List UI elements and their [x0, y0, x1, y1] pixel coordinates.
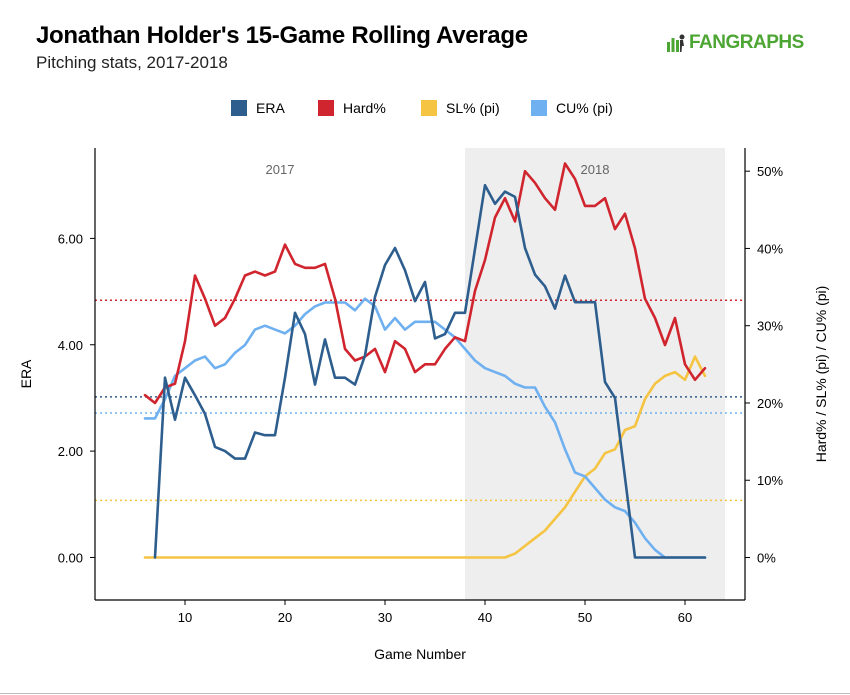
y2-axis-title: Hard% / SL% (pi) / CU% (pi): [813, 286, 829, 463]
x-axis-title: Game Number: [374, 646, 466, 662]
season-shade-2018: [465, 148, 725, 600]
x-tick-label: 60: [678, 610, 692, 625]
y-tick-label: 4.00: [58, 338, 83, 353]
fangraphs-logo-icon: [667, 34, 685, 52]
y2-tick-label: 40%: [757, 241, 783, 256]
x-tick-label: 10: [178, 610, 192, 625]
legend-label-sl: SL% (pi): [446, 100, 500, 116]
chart-title: Jonathan Holder's 15-Game Rolling Averag…: [36, 22, 528, 49]
season-label-2018: 2018: [581, 162, 610, 177]
legend-label-era: ERA: [256, 100, 285, 116]
legend-swatch-sl: [421, 100, 437, 116]
legend-swatch-cu: [531, 100, 547, 116]
y2-tick-label: 50%: [757, 164, 783, 179]
y-axis-title: ERA: [18, 359, 34, 388]
y-tick-label: 6.00: [58, 231, 83, 246]
legend-swatch-era: [231, 100, 247, 116]
series-line-era: [153, 183, 707, 559]
chart-subtitle: Pitching stats, 2017-2018: [36, 53, 228, 72]
legend-swatch-hard: [318, 100, 334, 116]
x-tick-label: 40: [478, 610, 492, 625]
x-tick-label: 20: [278, 610, 292, 625]
x-tick-label: 30: [378, 610, 392, 625]
y-tick-label: 0.00: [58, 550, 83, 565]
chart-legend: ERA Hard% SL% (pi) CU% (pi): [0, 97, 850, 119]
legend-label-hard: Hard%: [343, 100, 386, 116]
legend-item-sl[interactable]: SL% (pi): [421, 97, 500, 119]
fangraphs-logo[interactable]: FANGRAPHS: [666, 32, 804, 54]
legend-label-cu: CU% (pi): [556, 100, 613, 116]
y2-tick-label: 10%: [757, 473, 783, 488]
y-tick-label: 2.00: [58, 444, 83, 459]
season-label-2017: 2017: [266, 162, 295, 177]
series-line-sl: [143, 355, 707, 559]
series-line-cu: [143, 297, 707, 559]
legend-item-cu[interactable]: CU% (pi): [531, 97, 613, 119]
legend-item-hard[interactable]: Hard%: [318, 97, 386, 119]
y2-tick-label: 20%: [757, 396, 783, 411]
fangraphs-logo-text: FANGRAPHS: [689, 32, 804, 53]
y2-tick-label: 0%: [757, 551, 776, 566]
legend-item-era[interactable]: ERA: [231, 97, 285, 119]
x-tick-label: 50: [578, 610, 592, 625]
series-line-hard: [143, 162, 707, 405]
y2-tick-label: 30%: [757, 319, 783, 334]
